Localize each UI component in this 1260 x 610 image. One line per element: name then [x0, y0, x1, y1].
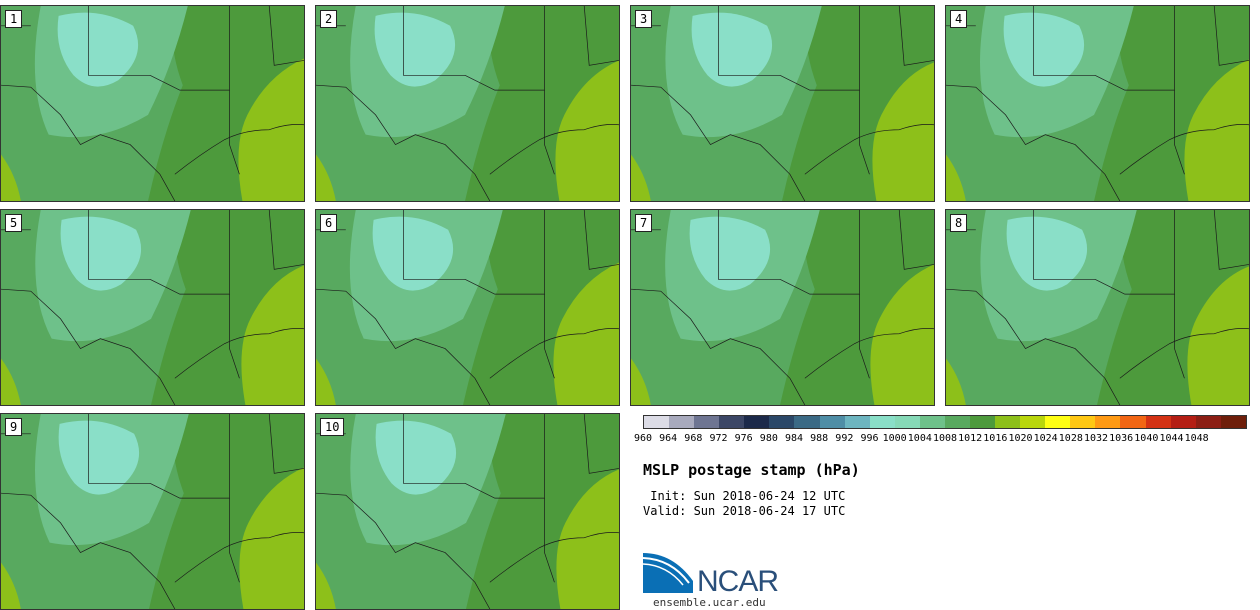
colorbar-swatch [1020, 416, 1046, 428]
colorbar-tick-label: 1036 [1109, 433, 1134, 444]
colorbar-tick-label: 992 [835, 433, 854, 444]
colorbar-swatch [819, 416, 845, 428]
colorbar-swatch [1170, 416, 1196, 428]
colorbar-swatch [794, 416, 820, 428]
colorbar-swatch [844, 416, 870, 428]
colorbar-tick-label: 1012 [958, 433, 983, 444]
colorbar-swatch [719, 416, 745, 428]
postage-stamp-panel: 10 [315, 413, 620, 610]
colorbar-tick-label: 968 [684, 433, 703, 444]
panel-number: 9 [5, 418, 23, 436]
postage-stamp-panel: 5 [0, 209, 305, 406]
colorbar-tick-label: 1020 [1008, 433, 1033, 444]
valid-time: Valid: Sun 2018-06-24 17 UTC [643, 504, 846, 518]
colorbar-swatch [1070, 416, 1096, 428]
colorbar-tick-label: 980 [759, 433, 778, 444]
panel-number: 4 [950, 10, 968, 28]
postage-stamp-panel: 1 [0, 5, 305, 202]
ncar-logo-text: NCAR [697, 565, 779, 598]
colorbar-swatch [894, 416, 920, 428]
colorbar-tick-label: 972 [709, 433, 728, 444]
postage-stamp-panel: 4 [945, 5, 1250, 202]
colorbar-swatch [869, 416, 895, 428]
colorbar-swatch [995, 416, 1021, 428]
colorbar-swatch [919, 416, 945, 428]
colorbar-tick-label: 1028 [1058, 433, 1083, 444]
colorbar-tick-label: 1016 [983, 433, 1008, 444]
postage-stamp-panel: 8 [945, 209, 1250, 406]
panel-number: 6 [320, 214, 338, 232]
postage-stamp-panel: 7 [630, 209, 935, 406]
postage-stamp-panel: 3 [630, 5, 935, 202]
colorbar-tick-label: 1032 [1083, 433, 1109, 444]
panel-number: 5 [5, 214, 23, 232]
colorbar-tick-label: 1040 [1134, 433, 1159, 444]
colorbar-swatch [1220, 416, 1246, 428]
colorbar-swatch [1120, 416, 1146, 428]
colorbar-swatch [769, 416, 795, 428]
website-url: ensemble.ucar.edu [653, 596, 766, 609]
colorbar-swatch [944, 416, 971, 428]
colorbar-tick-label: 1048 [1184, 433, 1209, 444]
colorbar-tick-label: 1024 [1033, 433, 1058, 444]
colorbar-labels: 960 964 968 972 976 980 984 988 992 996 1000 1004 10… [633, 433, 1253, 447]
colorbar-swatch [1195, 416, 1221, 428]
colorbar-swatch [669, 416, 695, 428]
colorbar-swatch [694, 416, 720, 428]
panel-number: 1 [5, 10, 23, 28]
colorbar-tick-label: 964 [659, 433, 678, 444]
postage-stamp-panel: 9 [0, 413, 305, 610]
colorbar-tick-label: 988 [810, 433, 829, 444]
colorbar-tick-label: 1044 [1159, 433, 1184, 444]
colorbar-tick-label: 1008 [932, 433, 958, 444]
colorbar-swatch [644, 416, 670, 428]
colorbar-swatch [744, 416, 770, 428]
colorbar-swatch [1145, 416, 1171, 428]
postage-stamp-panel: 6 [315, 209, 620, 406]
chart-title: MSLP postage stamp (hPa) [643, 461, 860, 479]
colorbar-tick-label: 1004 [907, 433, 932, 444]
colorbar-tick-label: 996 [860, 433, 879, 444]
colorbar-swatch [1045, 416, 1071, 428]
panel-number: 3 [635, 10, 653, 28]
ncar-logo-icon [643, 553, 693, 593]
colorbar-swatch [970, 416, 996, 428]
colorbar-tick-label: 984 [784, 433, 804, 444]
colorbar-tick-label: 976 [734, 433, 753, 444]
colorbar-tick-label: 960 [633, 433, 653, 444]
colorbar-tick-label: 1000 [882, 433, 907, 444]
panel-number: 8 [950, 214, 968, 232]
init-time: Init: Sun 2018-06-24 12 UTC [643, 489, 846, 503]
panel-number: 2 [320, 10, 338, 28]
postage-stamp-panel: 2 [315, 5, 620, 202]
pressure-colorbar [643, 415, 1247, 429]
colorbar-swatch [1095, 416, 1121, 428]
panel-number: 10 [320, 418, 345, 436]
panel-number: 7 [635, 214, 653, 232]
